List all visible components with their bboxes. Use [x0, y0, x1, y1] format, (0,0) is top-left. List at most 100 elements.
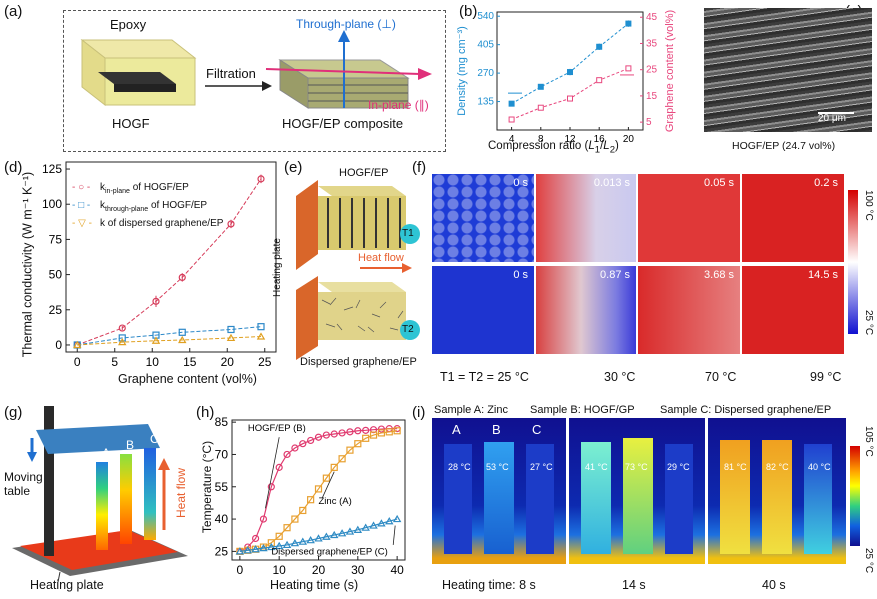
- e-dispersed-label: Dispersed graphene/EP: [300, 356, 417, 368]
- chart-b-ytick-right-label: 45: [646, 12, 658, 23]
- chart-h-point: [338, 429, 346, 437]
- panel-a-label: (a): [4, 3, 23, 20]
- chart-h-xlabel: Heating time (s): [270, 578, 359, 592]
- panel-b-label: (b): [459, 3, 478, 20]
- chart-h-point: [330, 430, 338, 438]
- chart-d-point: [227, 220, 235, 228]
- chart-b-ytick-left-label: 540: [477, 11, 494, 22]
- chart-h-point: [306, 535, 315, 544]
- i-0-t2: 27 °C: [530, 462, 553, 472]
- chart-d-xtick-label: 10: [146, 355, 160, 369]
- chart-h-point: [362, 426, 370, 434]
- chart-h-point: [307, 496, 315, 504]
- epoxy-label: Epoxy: [110, 17, 147, 32]
- chart-h-point: [337, 529, 347, 537]
- chart-h-point: [267, 542, 276, 551]
- i-time-2: 40 s: [762, 578, 786, 592]
- chart-d-point: [256, 332, 266, 340]
- chart-h-point: [251, 545, 260, 553]
- f-colorbar: [848, 190, 858, 334]
- chart-h-xtick-label: 10: [273, 563, 287, 577]
- g-label-a: A: [102, 446, 111, 460]
- chart-h-point: [385, 428, 393, 436]
- chart-d-xtick-label: 5: [111, 355, 118, 369]
- e-heat-flow-label: Heat flow: [358, 252, 404, 264]
- chart-d-point: [118, 337, 127, 346]
- f-bottom-2: 3.68 s: [638, 266, 740, 354]
- chart-b-point: [625, 65, 632, 72]
- chart-d-legend: - ○ - kin-plane of HOGF/EP - □ - kthrough-…: [72, 181, 223, 231]
- chart-h-ytick-label: 85: [215, 415, 229, 429]
- chart-b-point: [625, 20, 632, 27]
- panel-e-label: (e): [284, 159, 303, 176]
- chart-b-ytick-left-label: 135: [477, 97, 494, 108]
- i-1-t1: 73 °C: [625, 462, 648, 472]
- chart-b-point: [537, 83, 544, 90]
- chart-h-point: [362, 434, 370, 442]
- i-sample-c: Sample C: Dispersed graphene/EP: [660, 404, 832, 416]
- chart-h-point: [345, 527, 355, 535]
- i-scale-min: 25 °C: [863, 548, 874, 574]
- chart-h-point: [251, 534, 260, 543]
- chart-h-point: [274, 541, 284, 550]
- i-0-t0: 28 °C: [448, 462, 471, 472]
- e-t2-label: T2: [402, 324, 414, 335]
- i-scale-max: 105 °C: [863, 426, 874, 457]
- f-top-0: 0 s: [432, 174, 534, 262]
- chart-d-point: [178, 335, 187, 344]
- g-moving-table: Moving table: [4, 470, 43, 498]
- chart-h-point: [267, 539, 275, 547]
- chart-b-point: [508, 100, 515, 107]
- chart-b-xtick-label: 16: [594, 134, 606, 145]
- panel-g-label: (g): [4, 404, 23, 421]
- chart-h-point: [346, 446, 354, 454]
- chart-b-point: [596, 77, 603, 84]
- chart-b-ytick-left-label: 270: [477, 68, 494, 79]
- f-top-1: 0.013 s: [536, 174, 636, 262]
- chart-h-point: [283, 450, 291, 459]
- chart-h-xtick-label: 0: [237, 563, 244, 577]
- chart-d-point: [226, 333, 236, 342]
- chart-h-point: [330, 463, 338, 471]
- hogf-label: HOGF: [112, 116, 150, 131]
- i-0-c: C: [532, 422, 542, 437]
- chart-b-xtick-label: 4: [509, 134, 515, 145]
- chart-h-point: [290, 539, 300, 547]
- chart-h-point: [275, 532, 283, 540]
- chart-d-point: [118, 334, 126, 342]
- chart-h-ytick-label: 70: [215, 447, 229, 461]
- chart-h-point: [291, 515, 299, 523]
- legend-kdisp: - ▽ -k of dispersed graphene/EP: [72, 218, 224, 229]
- chart-b-point: [596, 43, 603, 50]
- chart-h-label-a-pointer: [322, 471, 335, 498]
- chart-h-point: [322, 431, 330, 439]
- chart-b-xlabel: Compression ratio (L1/L2): [488, 140, 619, 156]
- chart-d-xtick-label: 0: [74, 355, 81, 369]
- i-2-t2: 40 °C: [808, 462, 831, 472]
- chart-b-point: [508, 116, 515, 123]
- chart-h-xtick-label: 40: [390, 563, 404, 577]
- chart-h-series-line: [239, 428, 398, 552]
- chart-h-point: [259, 543, 268, 552]
- i-frame-0: A B C 28 °C 53 °C 27 °C: [432, 418, 566, 564]
- i-time-1: 14 s: [622, 578, 646, 592]
- g-label-b: B: [126, 438, 135, 452]
- chart-h-label-c: Dispersed graphene/EP (C): [271, 547, 388, 558]
- i-sample-a: Sample A: Zinc: [434, 404, 508, 416]
- chart-h-point: [282, 540, 292, 549]
- e-t1-label: T1: [402, 228, 414, 239]
- chart-h-point: [338, 455, 346, 463]
- chart-h-point: [369, 521, 378, 529]
- f-bottom-3: 14.5 s: [742, 266, 844, 354]
- sem-scale-label: 20 μm: [818, 113, 846, 124]
- chart-h-point: [322, 532, 331, 540]
- i-2-t1: 82 °C: [766, 462, 789, 472]
- i-1-t2: 29 °C: [667, 462, 690, 472]
- panel-i-label: (i): [412, 404, 426, 421]
- i-0-t1: 53 °C: [486, 462, 509, 472]
- chart-h-label-a: Zinc (A): [319, 496, 352, 507]
- chart-d-xtick-label: 20: [221, 355, 235, 369]
- chart-b-xtick-label: 12: [564, 134, 576, 145]
- chart-h-point: [385, 517, 394, 525]
